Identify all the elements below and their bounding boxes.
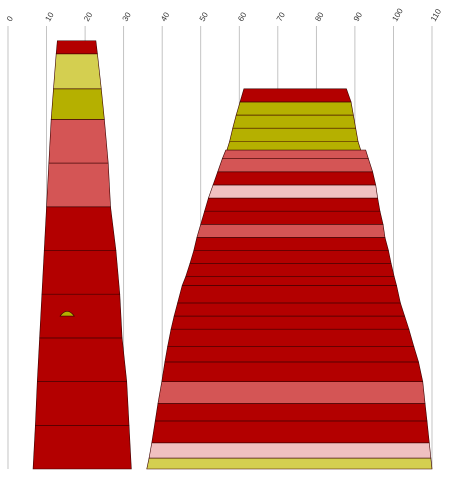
layer-band <box>229 127 359 142</box>
layer-band <box>50 88 105 120</box>
bump-mark <box>59 310 75 317</box>
x-axis-tick-labels: 0 10 20 30 40 50 60 70 80 90 100 110 <box>5 6 443 23</box>
layer-band <box>48 119 109 164</box>
layer-band <box>167 328 415 347</box>
layer-band <box>146 457 433 470</box>
layer-band <box>39 293 123 339</box>
layer-band <box>185 263 395 278</box>
layer-band <box>189 250 392 264</box>
layer-band <box>35 381 130 426</box>
layer-band <box>204 197 381 212</box>
x-tick-label: 50 <box>198 10 211 23</box>
left-peak <box>32 40 132 470</box>
layer-band <box>217 158 374 173</box>
layer-band <box>161 361 424 382</box>
x-tick-label: 60 <box>236 10 249 23</box>
layer-band <box>196 223 386 238</box>
x-tick-label: 70 <box>275 10 288 23</box>
x-tick-label: 20 <box>82 10 95 23</box>
layer-band <box>154 403 428 422</box>
layer-band <box>55 40 98 55</box>
x-tick-label: 100 <box>390 6 405 23</box>
layer-band <box>173 302 406 317</box>
layer-band <box>177 285 401 304</box>
x-tick-label: 110 <box>429 7 443 23</box>
layer-band <box>200 210 384 225</box>
layer-band <box>226 140 362 151</box>
layer-band <box>36 337 128 382</box>
x-tick-label: 30 <box>121 10 134 23</box>
layer-band <box>212 171 377 186</box>
layer-band <box>32 424 132 470</box>
right-peak <box>146 88 433 470</box>
x-tick-label: 90 <box>352 10 365 23</box>
layer-band <box>239 88 352 103</box>
layer-band <box>193 237 389 251</box>
x-tick-label: 0 <box>5 14 15 23</box>
layer-band <box>208 184 378 199</box>
layer-band <box>148 442 432 459</box>
layer-band <box>221 149 369 160</box>
x-tick-label: 40 <box>159 10 172 23</box>
layer-band <box>170 315 410 330</box>
layer-band <box>46 162 111 208</box>
layer-band <box>164 346 419 363</box>
x-tick-label: 80 <box>313 10 326 23</box>
layer-band <box>53 53 102 90</box>
layer-band <box>181 276 397 286</box>
layer-band <box>157 381 426 404</box>
layer-band <box>43 206 117 251</box>
layer-band <box>41 250 121 295</box>
stacked-layer-shapes <box>32 40 433 470</box>
layer-band <box>151 420 430 444</box>
layer-band <box>235 101 354 116</box>
layer-band <box>232 114 357 129</box>
x-tick-label: 10 <box>43 10 56 23</box>
